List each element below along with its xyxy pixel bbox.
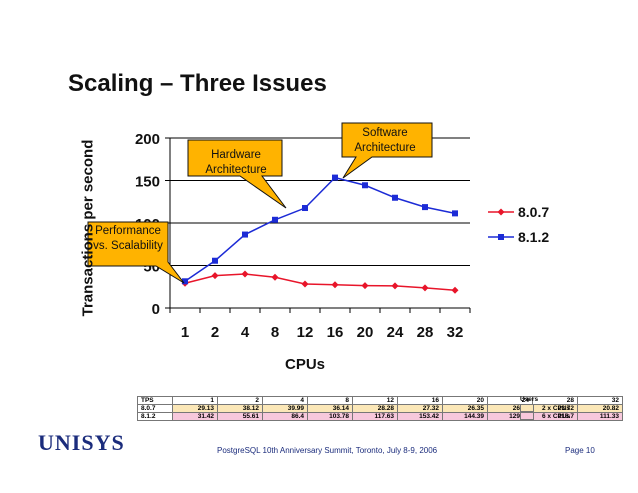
key-swatch	[520, 412, 534, 420]
data-point	[421, 284, 429, 292]
legend-label: 8.1.2	[518, 229, 549, 245]
footer-text: PostgreSQL 10th Anniversary Summit, Toro…	[217, 446, 438, 455]
table-cell: 39.99	[262, 404, 308, 413]
table-cell: 12	[352, 396, 398, 405]
table-cell: 153.42	[397, 412, 443, 421]
table-key-item: 6 x CPUs	[520, 412, 570, 420]
data-point	[452, 210, 458, 217]
table-cell: 111.33	[577, 412, 623, 421]
data-point	[242, 231, 248, 238]
key-label: 6 x CPUs	[542, 412, 571, 420]
y-tick-label: 150	[135, 174, 160, 191]
table-key-item: 2 x CPUs	[520, 404, 570, 412]
callout-software-shape	[341, 122, 433, 179]
x-tick-label: 2	[211, 324, 219, 341]
tps-table: TPS 1 2 4 8 12 16 20 24 28 32 8.0.7 29.1…	[137, 396, 623, 421]
data-point	[451, 286, 459, 294]
callout-hardware-shape	[187, 139, 287, 209]
table-cell: 16	[397, 396, 443, 405]
table-cell: 2	[217, 396, 263, 405]
x-tick-label: 16	[327, 324, 344, 341]
chart-axes	[165, 137, 471, 313]
chart-legend: 8.0.7 8.1.2	[488, 204, 549, 245]
table-cell: 8.0.7	[137, 404, 173, 413]
key-label: 2 x CPUs	[542, 404, 571, 412]
table-cell: 29.13	[172, 404, 218, 413]
table-cell: 103.78	[307, 412, 353, 421]
data-point	[272, 216, 278, 223]
callout-performance: Performance vs. Scalability	[93, 225, 163, 252]
y-tick-label: 0	[152, 301, 160, 318]
callout-software: Software Architecture	[354, 127, 416, 154]
table-cell: 1	[172, 396, 218, 405]
table-cell: 55.61	[217, 412, 263, 421]
data-point	[182, 278, 188, 285]
legend-marker	[498, 234, 504, 240]
series-line-8.1.2	[184, 176, 456, 282]
x-tick-label: 32	[447, 324, 464, 341]
series-line-8.0.7	[184, 273, 456, 292]
table-cell: 20	[442, 396, 488, 405]
table-row: 8.1.2 31.42 55.61 86.4 103.78 117.63 153…	[137, 412, 623, 421]
data-point	[332, 174, 338, 181]
table-cell: 117.63	[352, 412, 398, 421]
table-cell: 36.14	[307, 404, 353, 413]
data-point	[301, 280, 309, 288]
x-tick-label: 8	[271, 324, 279, 341]
table-cell: 144.39	[442, 412, 488, 421]
table-cell: 32	[577, 396, 623, 405]
data-point	[362, 182, 368, 189]
callout-performance-shape	[87, 221, 185, 284]
table-cell: 4	[262, 396, 308, 405]
legend-label: 8.0.7	[518, 204, 549, 220]
data-point	[392, 194, 398, 201]
table-cell: 38.12	[217, 404, 263, 413]
data-point	[391, 282, 399, 290]
data-point	[211, 272, 219, 280]
data-point	[302, 205, 308, 212]
users-label: Users	[520, 396, 539, 403]
x-axis-label: CPUs	[285, 356, 326, 373]
page-number: Page 10	[565, 446, 595, 455]
data-point	[422, 204, 428, 211]
data-point	[361, 282, 369, 290]
chart-series	[181, 174, 459, 294]
table-cell: 27.32	[397, 404, 443, 413]
x-tick-label: 1	[181, 324, 189, 341]
table-cell: 20.82	[577, 404, 623, 413]
x-tick-label: 28	[417, 324, 434, 341]
table-cell: 26.35	[442, 404, 488, 413]
unisys-logo: UNISYS	[38, 430, 125, 455]
data-point	[331, 281, 339, 289]
table-cell: 31.42	[172, 412, 218, 421]
x-tick-label: 24	[387, 324, 404, 341]
data-point	[271, 273, 279, 281]
data-point	[241, 270, 249, 278]
callout-hardware: Hardware Architecture	[205, 149, 267, 176]
key-swatch	[520, 404, 534, 412]
legend-marker	[497, 208, 505, 216]
table-cell: 8	[307, 396, 353, 405]
data-point	[212, 257, 218, 264]
x-tick-label: 4	[241, 324, 250, 341]
table-cell: 28.28	[352, 404, 398, 413]
y-tick-label: 200	[135, 131, 160, 148]
table-cell: 8.1.2	[137, 412, 173, 421]
table-cell: 86.4	[262, 412, 308, 421]
slide-title: Scaling – Three Issues	[68, 70, 327, 97]
table-cell: TPS	[137, 396, 173, 405]
x-tick-labels: 1 2 4 8 12 16 20 24 28 32	[181, 324, 464, 341]
callout-shapes	[87, 122, 433, 284]
x-tick-label: 20	[357, 324, 374, 341]
x-tick-label: 12	[297, 324, 314, 341]
